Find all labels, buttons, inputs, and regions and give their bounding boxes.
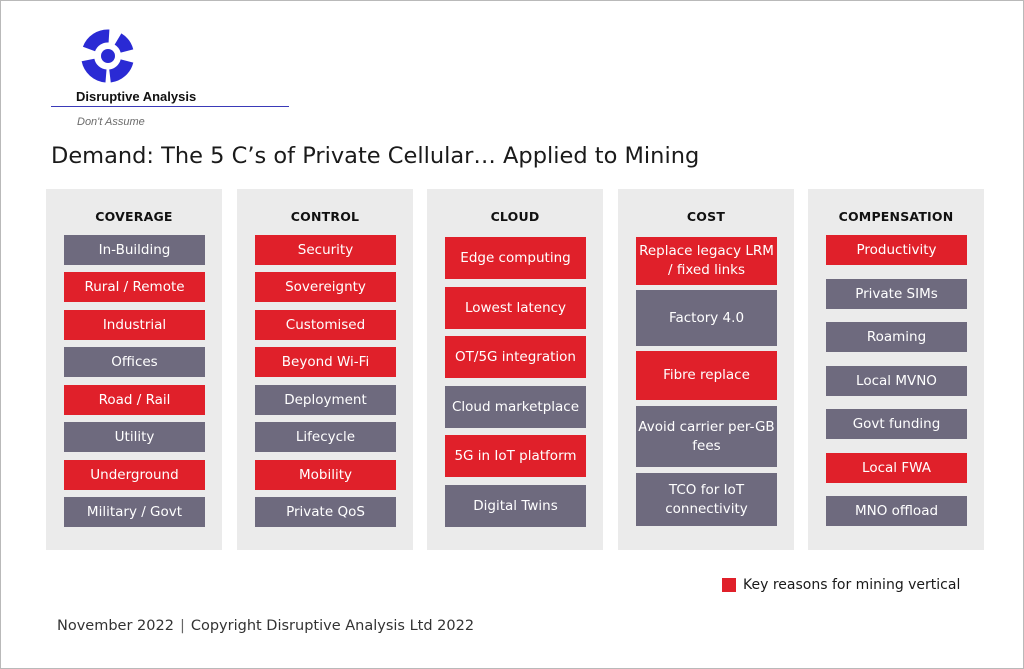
item-box: Private QoS [255,497,396,527]
item-box: Digital Twins [445,485,586,527]
column-compensation: COMPENSATION Productivity Private SIMs R… [808,189,984,550]
item-box: Productivity [826,235,967,265]
item-box: In-Building [64,235,205,265]
item-box: Replace legacy LRM / fixed links [636,237,777,285]
footer: November 2022 | Copyright Disruptive Analy… [57,618,474,634]
item-box: Offices [64,347,205,377]
item-box: Deployment [255,385,396,415]
column-cloud: CLOUD Edge computing Lowest latency OT/5… [427,189,603,550]
item-box: Lifecycle [255,422,396,452]
footer-copyright: Copyright Disruptive Analysis Ltd 2022 [190,618,475,634]
item-box: Utility [64,422,205,452]
brand-name: Disruptive Analysis [76,89,197,104]
item-box: Rural / Remote [64,272,205,302]
item-box: Underground [64,460,205,490]
footer-date: November 2022 [57,618,174,634]
legend-label: Key reasons for mining vertical [743,577,961,593]
column-heading: CONTROL [290,209,360,224]
item-box: Beyond Wi-Fi [255,347,396,377]
item-box: Industrial [64,310,205,340]
item-box: TCO for IoT connectivity [636,473,777,526]
item-box: Cloud marketplace [445,386,586,428]
item-box: Military / Govt [64,497,205,527]
item-box: Edge computing [445,237,586,279]
page-title: Demand: The 5 C’s of Private Cellular… A… [51,143,700,169]
item-box: Factory 4.0 [636,290,777,346]
brand-tagline: Don't Assume [77,116,145,128]
item-box: Security [255,235,396,265]
item-box: Road / Rail [64,385,205,415]
item-box: Local MVNO [826,366,967,396]
column-heading: COVERAGE [95,209,173,224]
item-box: Govt funding [826,409,967,439]
item-box: Mobility [255,460,396,490]
column-heading: CLOUD [490,209,540,224]
legend-swatch [722,578,736,592]
column-heading: COST [686,209,726,224]
column-coverage: COVERAGE In-Building Rural / Remote Indu… [46,189,222,550]
item-box: Private SIMs [826,279,967,309]
column-heading: COMPENSATION [838,209,954,224]
item-box: Fibre replace [636,351,777,400]
legend: Key reasons for mining vertical [722,577,960,593]
item-box: Local FWA [826,453,967,483]
item-box: OT/5G integration [445,336,586,378]
item-box: Customised [255,310,396,340]
column-cost: COST Replace legacy LRM / fixed links Fa… [618,189,794,550]
item-box: MNO offload [826,496,967,526]
item-box: Sovereignty [255,272,396,302]
ring-logo-icon [81,29,134,83]
footer-separator: | [179,618,185,634]
brand-divider [51,106,289,107]
item-box: 5G in IoT platform [445,435,586,477]
item-box: Avoid carrier per-GB fees [636,406,777,467]
column-control: CONTROL Security Sovereignty Customised … [237,189,413,550]
item-box: Roaming [826,322,967,352]
item-box: Lowest latency [445,287,586,329]
